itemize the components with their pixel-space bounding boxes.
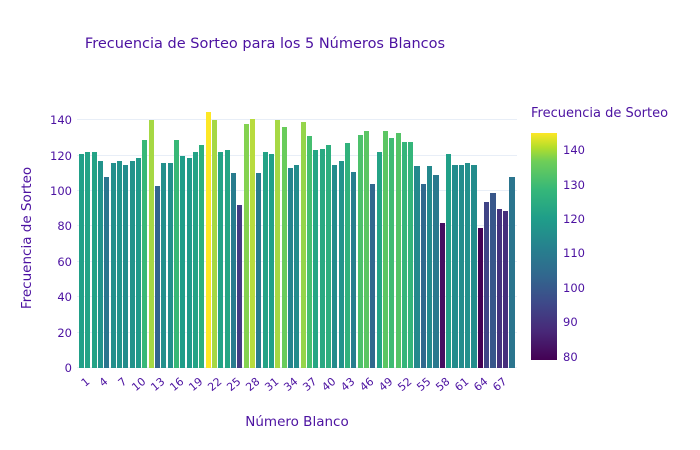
bar-57[interactable] — [433, 175, 439, 368]
bar-23[interactable] — [218, 152, 224, 368]
bar-58[interactable] — [439, 222, 445, 368]
bar-14[interactable] — [161, 162, 167, 368]
gridline-y-140 — [77, 119, 517, 121]
colorbar-gradient — [531, 133, 557, 360]
bar-10[interactable] — [135, 157, 142, 368]
bar-9[interactable] — [129, 161, 135, 368]
bar-41[interactable] — [332, 164, 338, 368]
bar-7[interactable] — [116, 161, 123, 368]
y-tick-label-40: 40 — [57, 290, 72, 305]
bar-49[interactable] — [382, 130, 388, 368]
bar-48[interactable] — [376, 152, 382, 368]
bar-65[interactable] — [484, 201, 490, 368]
bar-8[interactable] — [123, 164, 129, 368]
bar-13[interactable] — [154, 185, 161, 368]
bar-29[interactable] — [256, 173, 262, 368]
colorbar-tick-label-90: 90 — [563, 315, 578, 330]
bar-53[interactable] — [408, 141, 414, 368]
bar-34[interactable] — [287, 168, 293, 368]
bar-16[interactable] — [173, 139, 179, 368]
bar-19[interactable] — [192, 152, 198, 368]
bar-42[interactable] — [338, 161, 344, 368]
y-tick-label-0: 0 — [64, 361, 72, 375]
y-tick-label-100: 100 — [50, 184, 72, 199]
bar-17[interactable] — [180, 155, 186, 368]
bar-32[interactable] — [275, 120, 281, 368]
bar-3[interactable] — [91, 152, 97, 368]
bar-20[interactable] — [199, 145, 205, 368]
bar-5[interactable] — [104, 176, 110, 368]
bar-6[interactable] — [110, 162, 116, 368]
bar-51[interactable] — [395, 132, 401, 368]
bar-38[interactable] — [313, 150, 319, 368]
y-tick-label-80: 80 — [57, 219, 72, 234]
bar-35[interactable] — [294, 164, 300, 368]
chart-title: Frecuencia de Sorteo para los 5 Números … — [84, 36, 446, 52]
bar-25[interactable] — [230, 173, 236, 368]
bar-45[interactable] — [357, 134, 363, 368]
bar-11[interactable] — [142, 139, 148, 368]
gridline-y-120 — [77, 154, 517, 156]
bar-56[interactable] — [427, 166, 433, 368]
bar-50[interactable] — [389, 138, 395, 368]
bar-66[interactable] — [490, 192, 496, 368]
bar-30[interactable] — [262, 152, 268, 368]
bar-26[interactable] — [237, 205, 243, 368]
bar-12[interactable] — [148, 120, 154, 368]
y-tick-label-20: 20 — [57, 325, 72, 340]
bar-62[interactable] — [465, 162, 471, 368]
bar-52[interactable] — [401, 141, 407, 368]
colorbar-tick-label-140: 140 — [563, 143, 585, 158]
bar-61[interactable] — [458, 164, 464, 368]
bar-24[interactable] — [224, 150, 230, 368]
bar-54[interactable] — [414, 166, 420, 368]
y-tick-label-120: 120 — [50, 148, 72, 163]
bar-33[interactable] — [281, 127, 287, 368]
colorbar-tick-label-130: 130 — [563, 177, 585, 192]
bar-1[interactable] — [78, 153, 85, 368]
bar-64[interactable] — [477, 228, 483, 368]
bar-69[interactable] — [509, 176, 515, 368]
bar-67[interactable] — [496, 208, 502, 368]
bar-46[interactable] — [363, 130, 369, 368]
bar-43[interactable] — [344, 143, 350, 368]
bar-31[interactable] — [268, 153, 274, 368]
x-axis-title: Número Blanco — [245, 414, 349, 430]
bar-40[interactable] — [325, 145, 331, 368]
plot-area — [77, 108, 517, 368]
bar-39[interactable] — [319, 148, 325, 368]
bar-55[interactable] — [420, 184, 426, 368]
bar-59[interactable] — [446, 153, 452, 368]
y-tick-label-140: 140 — [50, 113, 72, 128]
bar-22[interactable] — [211, 120, 217, 368]
y-axis-title: Frecuencia de Sorteo — [19, 166, 35, 310]
bar-37[interactable] — [306, 136, 312, 368]
colorbar-tick-label-110: 110 — [563, 246, 585, 261]
bar-63[interactable] — [471, 164, 477, 368]
bar-2[interactable] — [85, 152, 91, 368]
bar-27[interactable] — [243, 123, 249, 368]
colorbar-tick-label-100: 100 — [563, 280, 585, 295]
bar-15[interactable] — [167, 162, 173, 368]
bar-60[interactable] — [452, 164, 458, 368]
bar-44[interactable] — [351, 171, 357, 368]
bar-47[interactable] — [370, 184, 376, 368]
y-tick-label-60: 60 — [57, 254, 72, 269]
bar-18[interactable] — [186, 157, 192, 368]
colorbar-title: Frecuencia de Sorteo — [531, 106, 669, 121]
bar-28[interactable] — [249, 118, 255, 368]
colorbar-tick-label-120: 120 — [563, 211, 585, 226]
bar-68[interactable] — [503, 210, 509, 368]
bar-36[interactable] — [300, 122, 306, 368]
bar-4[interactable] — [97, 161, 104, 368]
bar-21[interactable] — [205, 111, 211, 368]
colorbar-tick-label-80: 80 — [563, 349, 578, 364]
